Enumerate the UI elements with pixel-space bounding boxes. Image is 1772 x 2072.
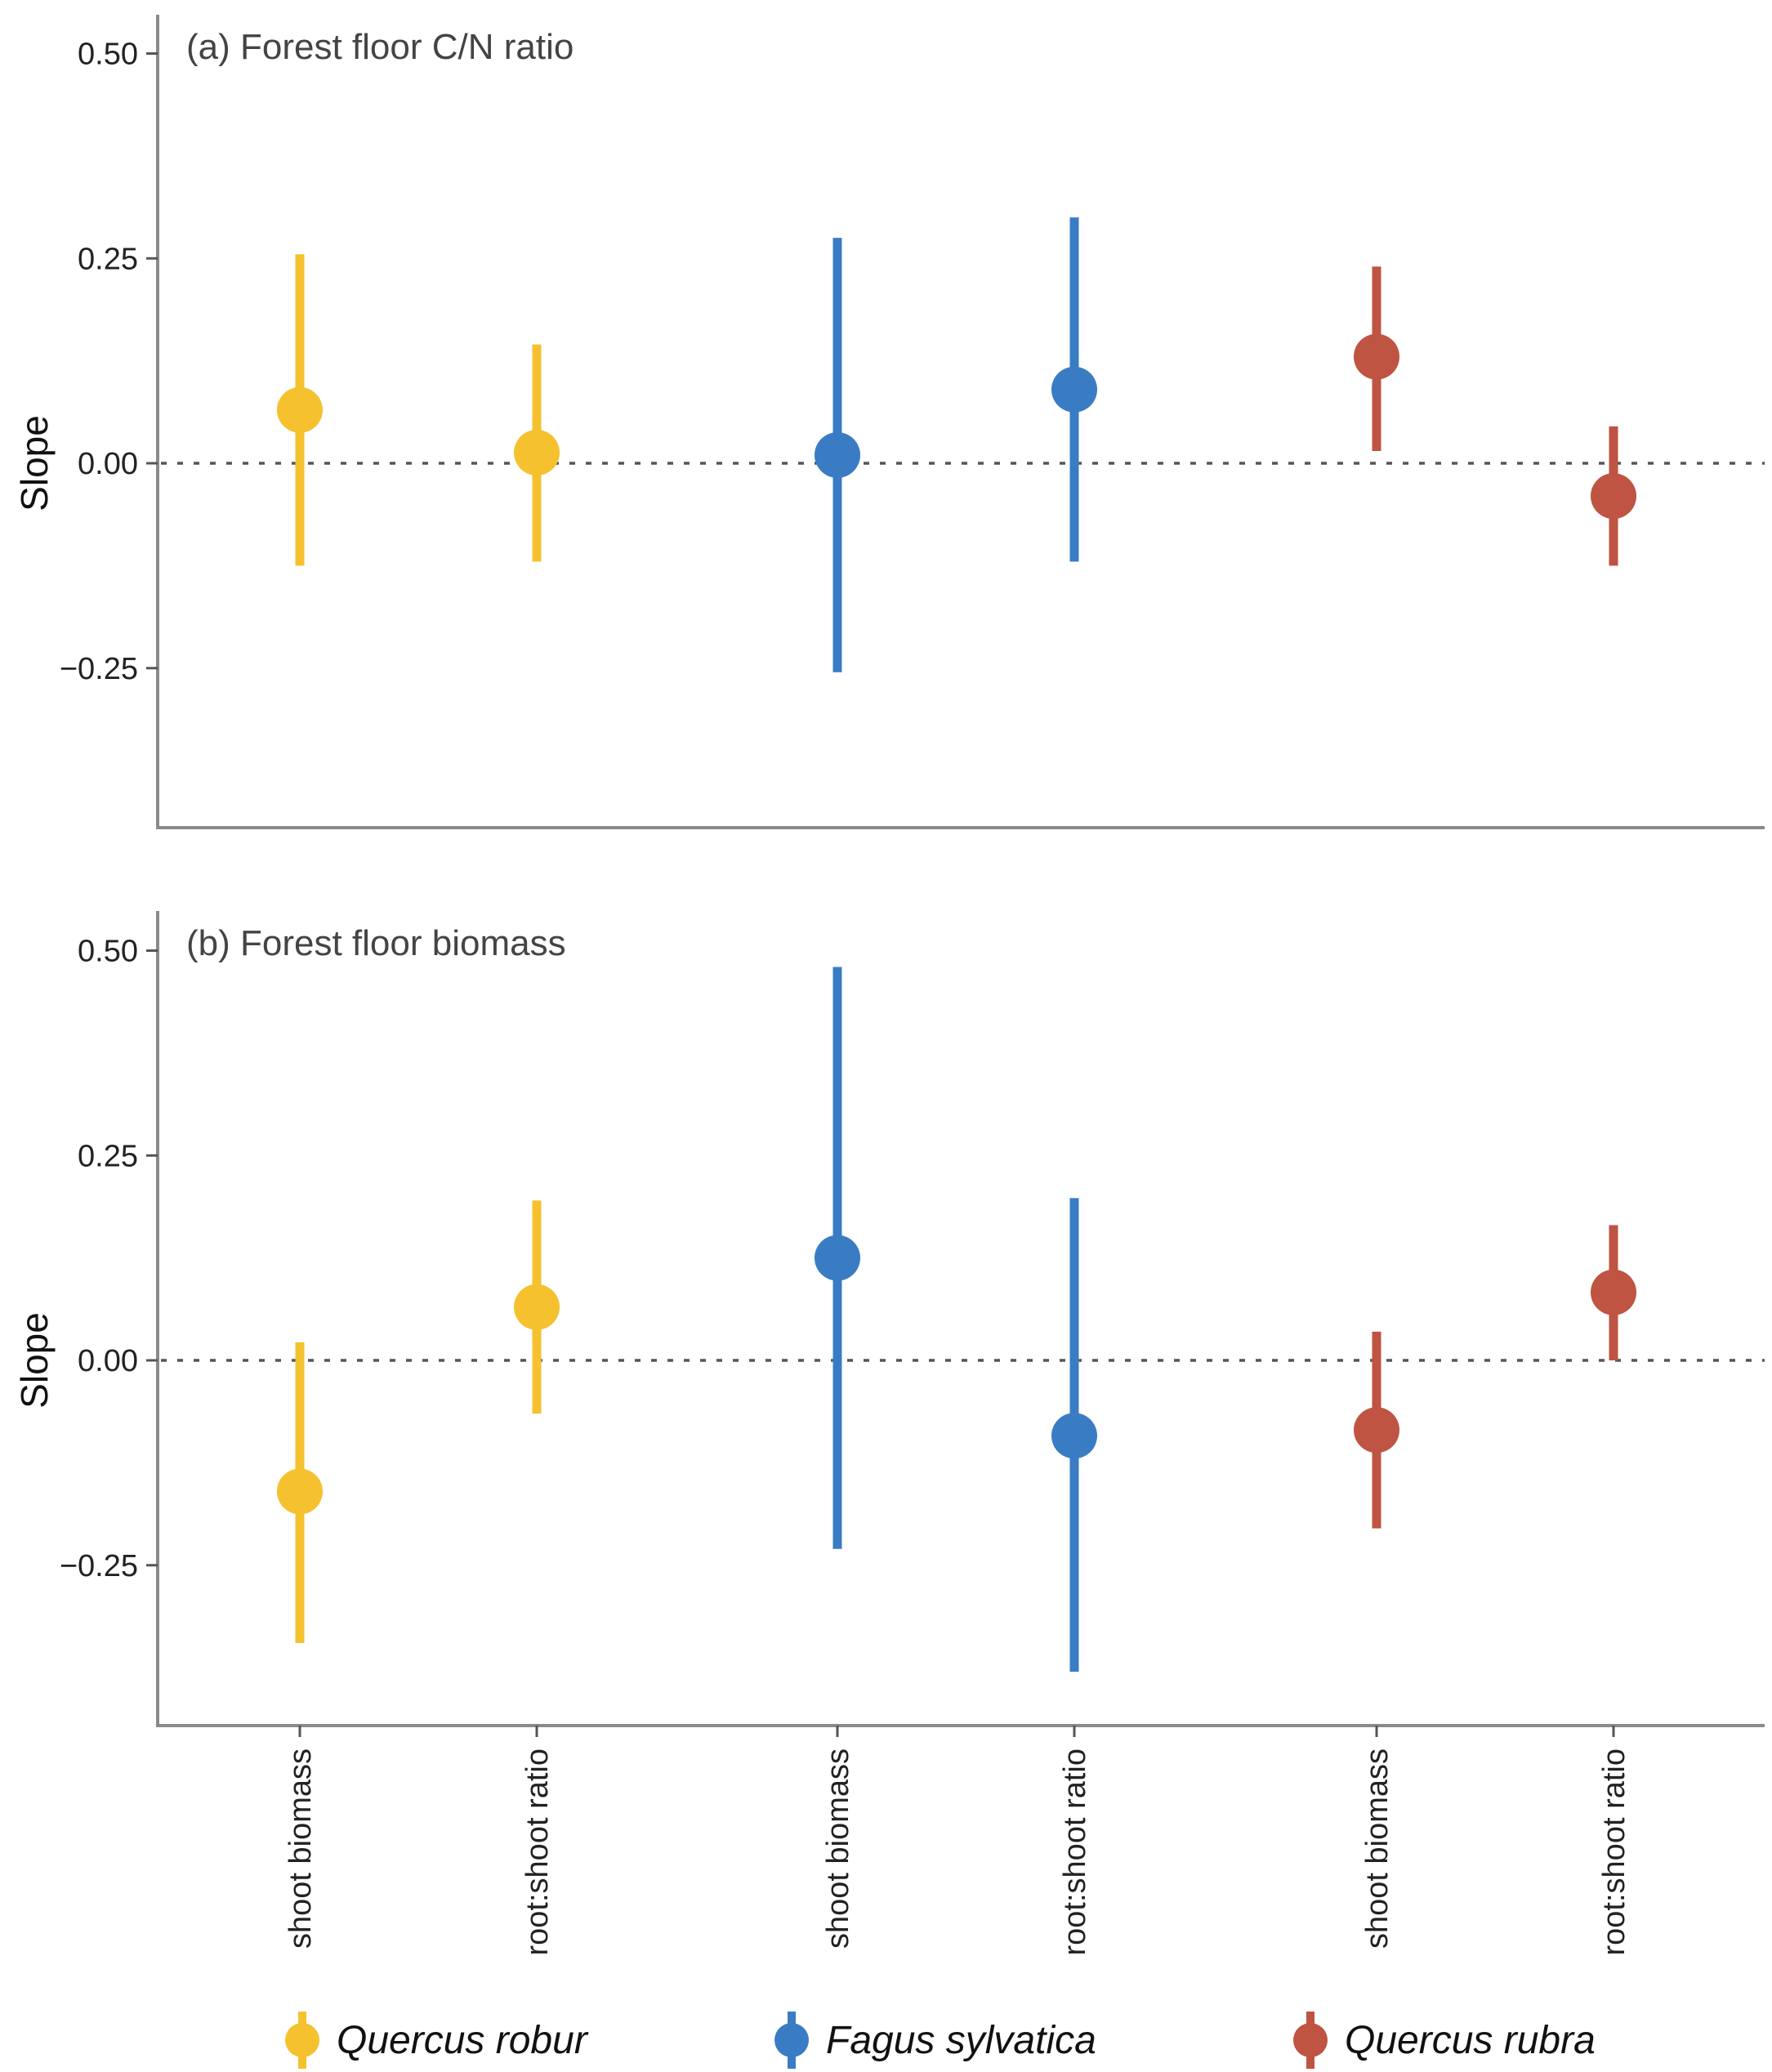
y-tick-label: 0.50 bbox=[78, 38, 138, 72]
legend-label-quercus-robur: Quercus robur bbox=[337, 2019, 589, 2062]
point-fagus-sylvatica-shoot-biomass bbox=[815, 431, 860, 478]
point-quercus-rubra-root-shoot-ratio bbox=[1591, 1269, 1636, 1315]
panel-b-forest-floor-biomass: 0.50 0.25 0.00 −0.25 Slope (b) Forest floor b… bbox=[13, 911, 1765, 1727]
point-fagus-sylvatica-root-shoot-ratio bbox=[1051, 366, 1097, 413]
y-axis-title: Slope bbox=[13, 1312, 56, 1409]
y-tick-label: 0.25 bbox=[78, 242, 138, 276]
x-category-label: root:shoot ratio bbox=[520, 1748, 555, 1955]
point-quercus-robur-root-shoot-ratio bbox=[514, 1284, 560, 1330]
y-tick-label: 0.25 bbox=[78, 1139, 138, 1173]
x-category-label: shoot biomass bbox=[821, 1748, 855, 1949]
x-category-label: shoot biomass bbox=[283, 1748, 318, 1949]
x-category-labels: shoot biomass root:shoot ratio shoot bioma… bbox=[283, 1726, 1631, 1955]
legend: Quercus robur Fagus sylvatica Quercus rubr… bbox=[285, 2012, 1596, 2069]
point-fagus-sylvatica-shoot-biomass bbox=[815, 1235, 860, 1281]
point-quercus-robur-root-shoot-ratio bbox=[514, 429, 560, 476]
x-category-label: shoot biomass bbox=[1360, 1748, 1395, 1949]
legend-label-fagus-sylvatica: Fagus sylvatica bbox=[826, 2019, 1096, 2062]
y-tick-label: −0.25 bbox=[60, 1549, 138, 1583]
point-quercus-robur-shoot-biomass bbox=[277, 1468, 323, 1515]
y-tick-label: 0.50 bbox=[78, 935, 138, 969]
y-axis-title: Slope bbox=[13, 415, 56, 511]
legend-label-quercus-rubra: Quercus rubra bbox=[1345, 2019, 1596, 2062]
y-tick-label: −0.25 bbox=[60, 652, 138, 686]
y-tick-label: 0.00 bbox=[78, 447, 138, 481]
legend-key-point-quercus-robur bbox=[285, 2023, 319, 2057]
legend-key-point-quercus-rubra bbox=[1293, 2023, 1328, 2057]
y-tick-label: 0.00 bbox=[78, 1344, 138, 1378]
panel-title: (b) Forest floor biomass bbox=[186, 923, 566, 963]
panel-a-forest-floor-cn-ratio: 0.50 0.25 0.00 −0.25 Slope (a) Forest floor C… bbox=[13, 15, 1765, 829]
panel-title: (a) Forest floor C/N ratio bbox=[186, 27, 574, 67]
point-quercus-rubra-root-shoot-ratio bbox=[1591, 473, 1636, 520]
x-category-label: root:shoot ratio bbox=[1058, 1748, 1092, 1955]
point-quercus-rubra-shoot-biomass bbox=[1354, 1407, 1399, 1454]
point-quercus-robur-shoot-biomass bbox=[277, 386, 323, 433]
legend-key-point-fagus-sylvatica bbox=[774, 2023, 809, 2057]
point-quercus-rubra-shoot-biomass bbox=[1354, 333, 1399, 380]
point-fagus-sylvatica-root-shoot-ratio bbox=[1051, 1413, 1097, 1459]
x-category-label: root:shoot ratio bbox=[1597, 1748, 1631, 1955]
